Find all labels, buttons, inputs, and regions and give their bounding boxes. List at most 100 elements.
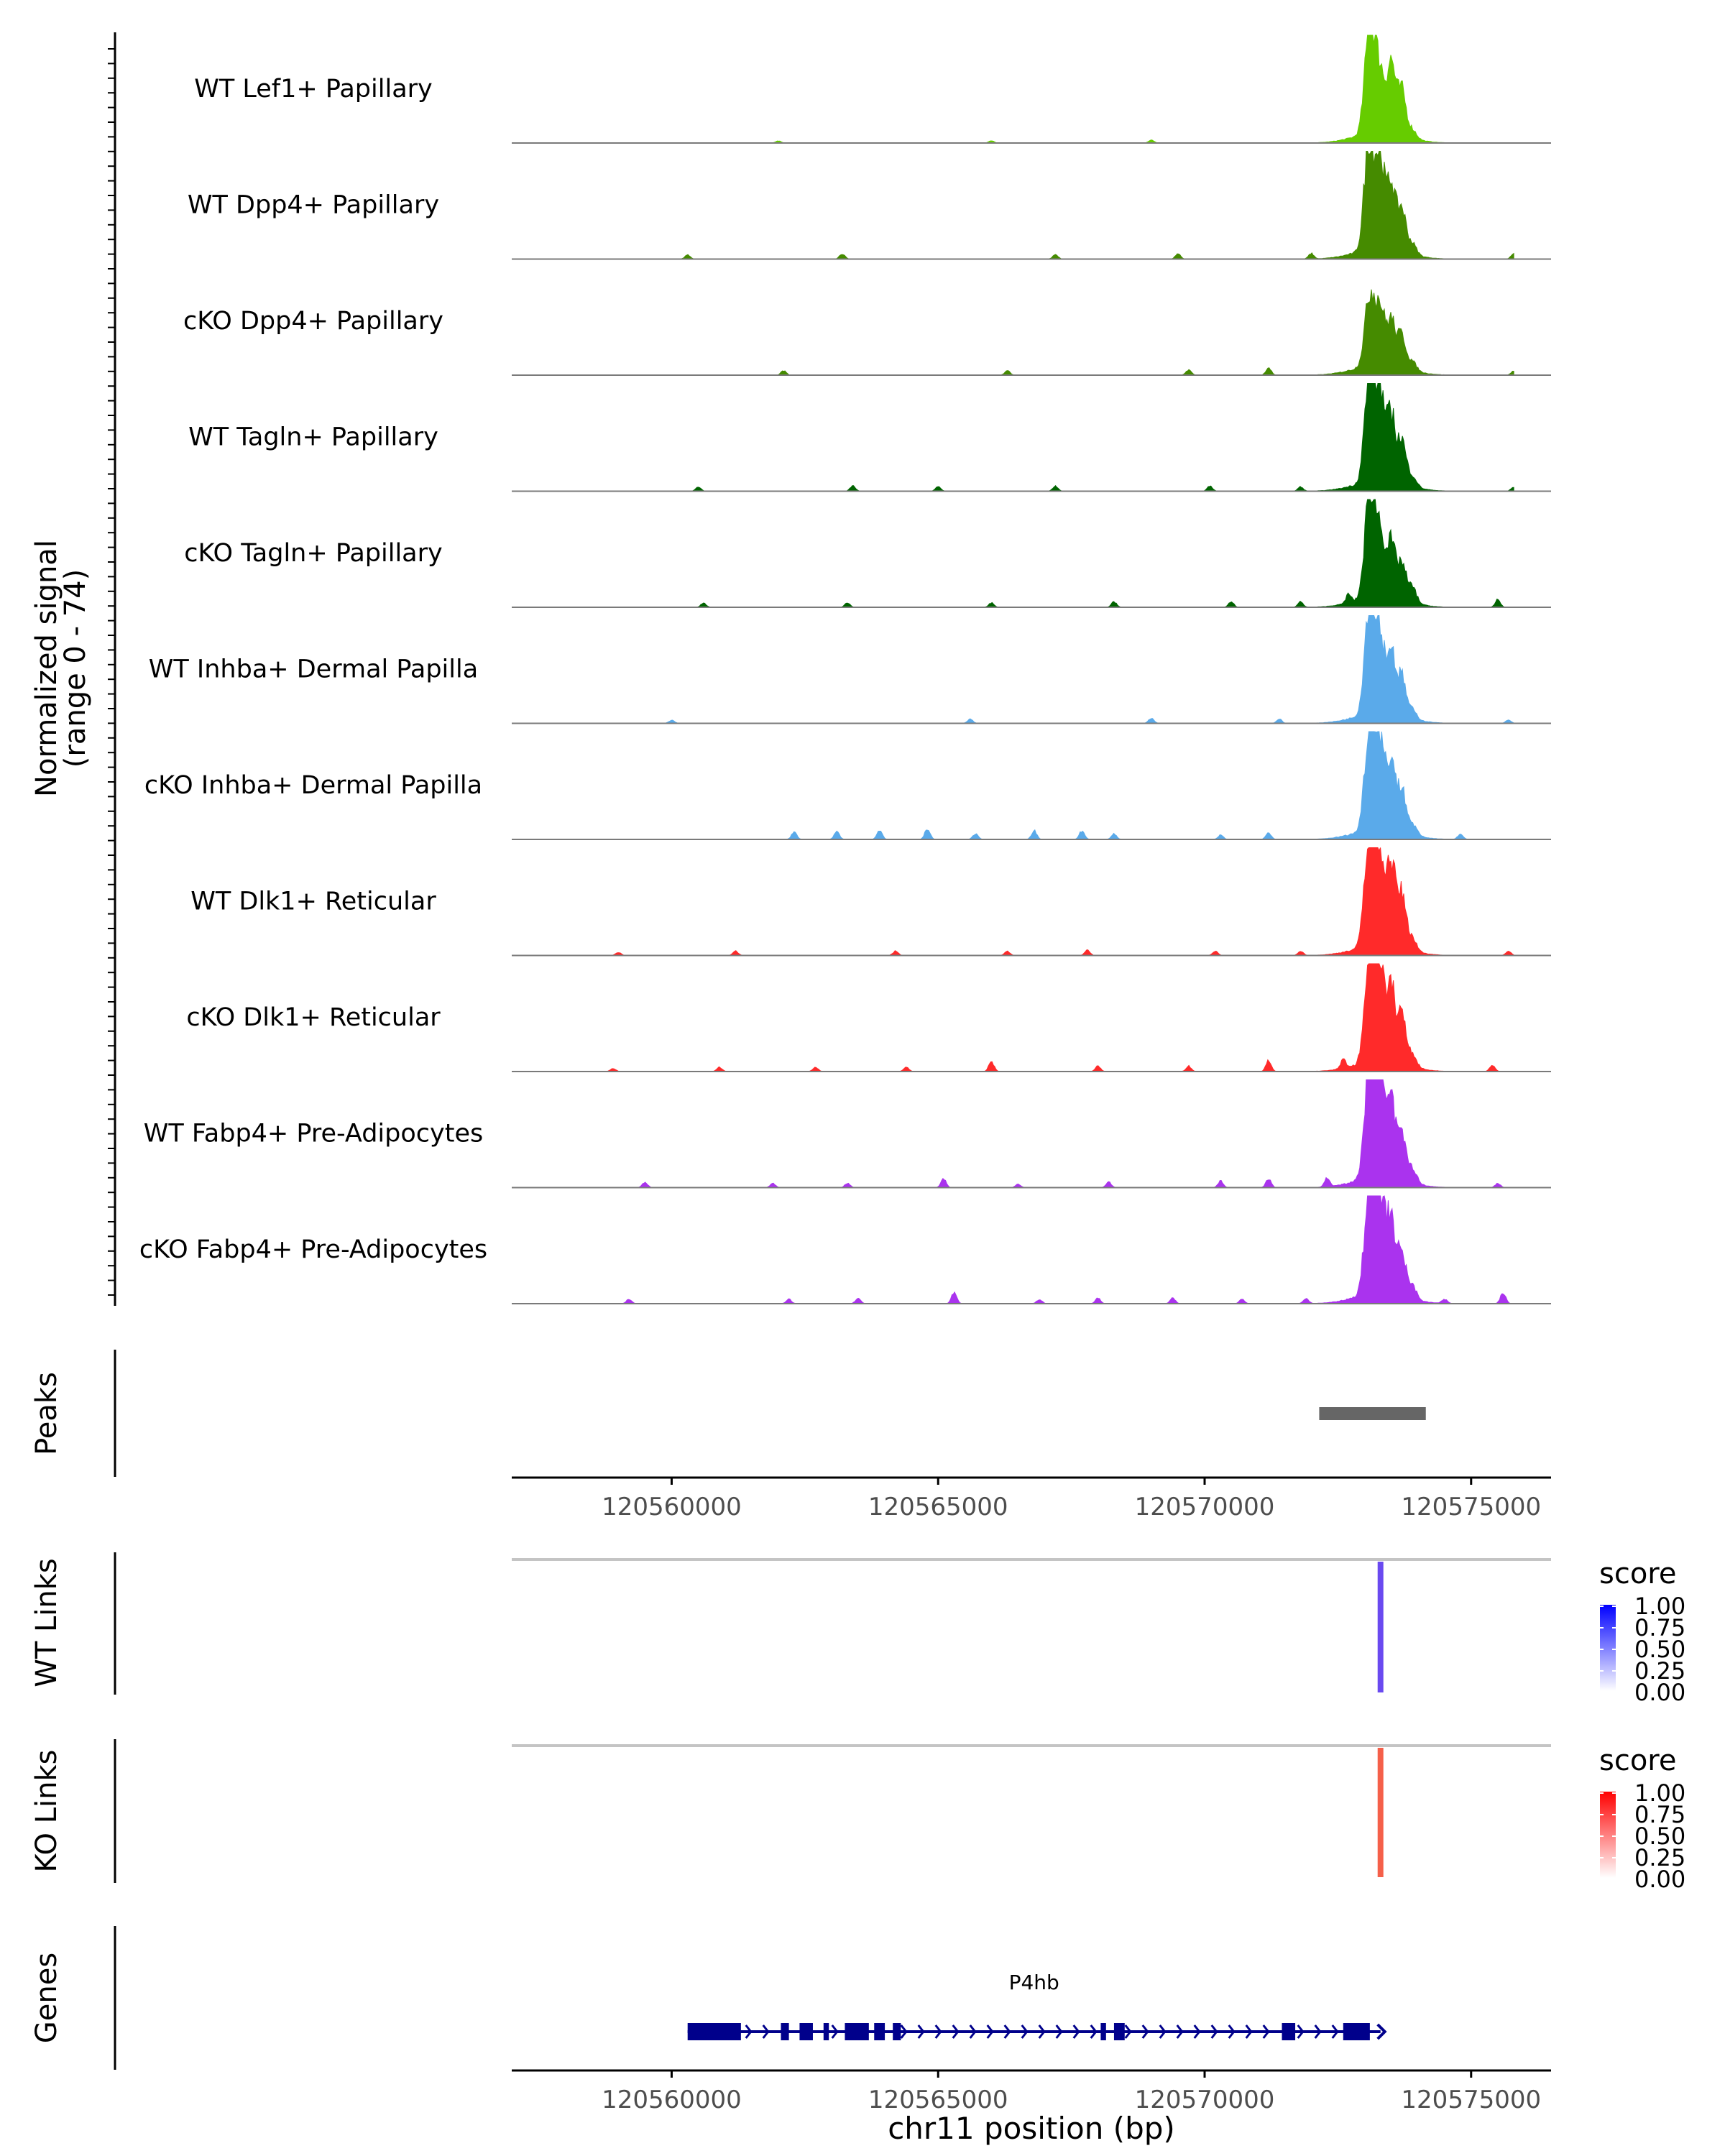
x-tick-label: 120570000 bbox=[1135, 1493, 1275, 1521]
x-tick-label: 120570000 bbox=[1135, 2086, 1275, 2114]
x-tick-label: 120575000 bbox=[1401, 2086, 1541, 2114]
coverage-area bbox=[607, 1079, 1514, 1188]
legend-tick-label: 0.50 bbox=[1634, 1636, 1685, 1663]
coverage-area bbox=[607, 289, 1514, 376]
coverage-ylabel-line2: (range 0 - 74) bbox=[59, 569, 92, 768]
gene-exon bbox=[1282, 2023, 1296, 2040]
x-tick-label: 120565000 bbox=[868, 2086, 1008, 2114]
coverage-area bbox=[607, 731, 1514, 840]
gene-exon bbox=[874, 2023, 886, 2040]
strand-arrow bbox=[1090, 2024, 1098, 2039]
strand-arrow bbox=[900, 2024, 908, 2039]
strand-arrow bbox=[1003, 2024, 1011, 2039]
strand-arrow bbox=[1297, 2024, 1305, 2039]
ko-link-arc bbox=[1377, 1748, 1384, 1877]
coverage-track: WT Dpp4+ Papillary bbox=[188, 151, 1551, 260]
peaks-label: Peaks bbox=[30, 1372, 63, 1455]
peak-range bbox=[1319, 1407, 1426, 1420]
track-label: cKO Dpp4+ Papillary bbox=[183, 307, 443, 336]
x-tick-label: 120575000 bbox=[1401, 1493, 1541, 1521]
legend-tick-label: 0.75 bbox=[1634, 1801, 1685, 1828]
coverage-track: cKO Tagln+ Papillary bbox=[184, 499, 1551, 608]
ko-links-panel: KO Links score 1.000.750.500.250.00 bbox=[30, 1739, 1685, 1893]
strand-arrow bbox=[1228, 2024, 1236, 2039]
strand-arrow bbox=[952, 2024, 960, 2039]
legend-tick-label: 0.75 bbox=[1634, 1614, 1685, 1641]
coverage-track: cKO Fabp4+ Pre-Adipocytes bbox=[139, 1195, 1551, 1304]
legend-tick-label: 0.25 bbox=[1634, 1844, 1685, 1871]
legend-tick-label: 1.00 bbox=[1634, 1593, 1685, 1620]
gene-exon bbox=[1100, 2023, 1106, 2040]
coverage-ylabel-line1: Normalized signal bbox=[30, 540, 63, 797]
strand-arrow bbox=[1193, 2024, 1201, 2039]
strand-arrow bbox=[1176, 2024, 1184, 2039]
strand-arrow bbox=[986, 2024, 994, 2039]
coverage-track: WT Fabp4+ Pre-Adipocytes bbox=[144, 1079, 1551, 1189]
coverage-track: WT Dlk1+ Reticular bbox=[190, 847, 1551, 957]
x-tick-label: 120565000 bbox=[868, 1493, 1008, 1521]
strand-arrow bbox=[1210, 2024, 1218, 2039]
genes-panel: Genes P4hb 120560000 120565000 120570000 12… bbox=[30, 1926, 1551, 2146]
gene-exon bbox=[823, 2023, 829, 2040]
strand-arrow bbox=[745, 2024, 753, 2039]
strand-arrow bbox=[762, 2024, 770, 2039]
strand-arrow bbox=[934, 2024, 942, 2039]
x-ticks-bottom: 120560000 120565000 120570000 120575000 bbox=[602, 2070, 1541, 2114]
gene-end-arrow bbox=[1376, 2023, 1387, 2040]
track-label: WT Dpp4+ Papillary bbox=[188, 191, 439, 220]
coverage-track: WT Tagln+ Papillary bbox=[188, 383, 1551, 492]
genes-label: Genes bbox=[30, 1953, 63, 2043]
peak-ranges bbox=[1319, 1407, 1426, 1420]
legend-tick-label: 0.00 bbox=[1634, 1866, 1685, 1893]
strand-arrow bbox=[1124, 2024, 1132, 2039]
x-axis-title: chr11 position (bp) bbox=[888, 2111, 1175, 2146]
gene-exon bbox=[781, 2023, 789, 2040]
gene-exon bbox=[893, 2023, 901, 2040]
strand-arrow bbox=[1038, 2024, 1046, 2039]
x-tick-label: 120560000 bbox=[602, 1493, 742, 1521]
coverage-track: cKO Dlk1+ Reticular bbox=[186, 963, 1551, 1072]
strand-arrow bbox=[1141, 2024, 1149, 2039]
gene-exon bbox=[1343, 2023, 1370, 2040]
coverage-track: WT Inhba+ Dermal Papilla bbox=[149, 615, 1551, 724]
ko-links-legend-ticks: 1.000.750.500.250.00 bbox=[1600, 1779, 1685, 1893]
track-label: WT Inhba+ Dermal Papilla bbox=[149, 655, 478, 684]
track-label: WT Lef1+ Papillary bbox=[194, 75, 433, 103]
legend-tick-label: 0.25 bbox=[1634, 1657, 1685, 1685]
coverage-area bbox=[607, 151, 1514, 259]
coverage-area bbox=[607, 34, 1514, 144]
wt-link-arc bbox=[1377, 1562, 1384, 1692]
gene-model: P4hb bbox=[687, 1971, 1387, 2040]
gene-exon bbox=[687, 2023, 741, 2040]
x-ticks-top: 120560000 120565000 120570000 120575000 bbox=[602, 1478, 1541, 1521]
legend-tick-label: 0.50 bbox=[1634, 1823, 1685, 1850]
legend-tick-label: 1.00 bbox=[1634, 1779, 1685, 1807]
strand-arrow bbox=[831, 2024, 839, 2039]
gene-name: P4hb bbox=[1009, 1971, 1059, 1994]
gene-models: P4hb bbox=[687, 1971, 1387, 2040]
coverage-panel: WT Lef1+ Papillary WT Dpp4+ Papillary cKO … bbox=[30, 32, 1551, 1306]
strand-arrow bbox=[1021, 2024, 1029, 2039]
wt-links-colorbar bbox=[1600, 1605, 1616, 1691]
strand-arrow bbox=[917, 2024, 925, 2039]
coverage-tracks: WT Lef1+ Papillary WT Dpp4+ Papillary cKO … bbox=[139, 34, 1551, 1304]
ko-links-colorbar bbox=[1600, 1792, 1616, 1878]
track-label: WT Dlk1+ Reticular bbox=[190, 888, 436, 916]
track-label: cKO Fabp4+ Pre-Adipocytes bbox=[139, 1235, 487, 1264]
coverage-area bbox=[607, 615, 1514, 724]
wt-links-legend-title: score bbox=[1599, 1557, 1676, 1590]
track-label: WT Tagln+ Papillary bbox=[188, 423, 438, 452]
coverage-track: cKO Inhba+ Dermal Papilla bbox=[144, 731, 1551, 840]
strand-arrow bbox=[1331, 2024, 1339, 2039]
wt-links-legend-ticks: 1.000.750.500.250.00 bbox=[1600, 1593, 1685, 1706]
track-label: cKO Dlk1+ Reticular bbox=[186, 1003, 441, 1032]
wt-links-panel: WT Links score 1.000.750.500.250.00 bbox=[30, 1552, 1685, 1706]
strand-arrow bbox=[1159, 2024, 1167, 2039]
gene-exon bbox=[845, 2023, 869, 2040]
track-label: cKO Tagln+ Papillary bbox=[184, 539, 443, 568]
coverage-area bbox=[607, 1195, 1514, 1304]
gene-exon bbox=[799, 2023, 813, 2040]
coverage-area bbox=[607, 847, 1514, 956]
strand-arrow bbox=[1072, 2024, 1080, 2039]
